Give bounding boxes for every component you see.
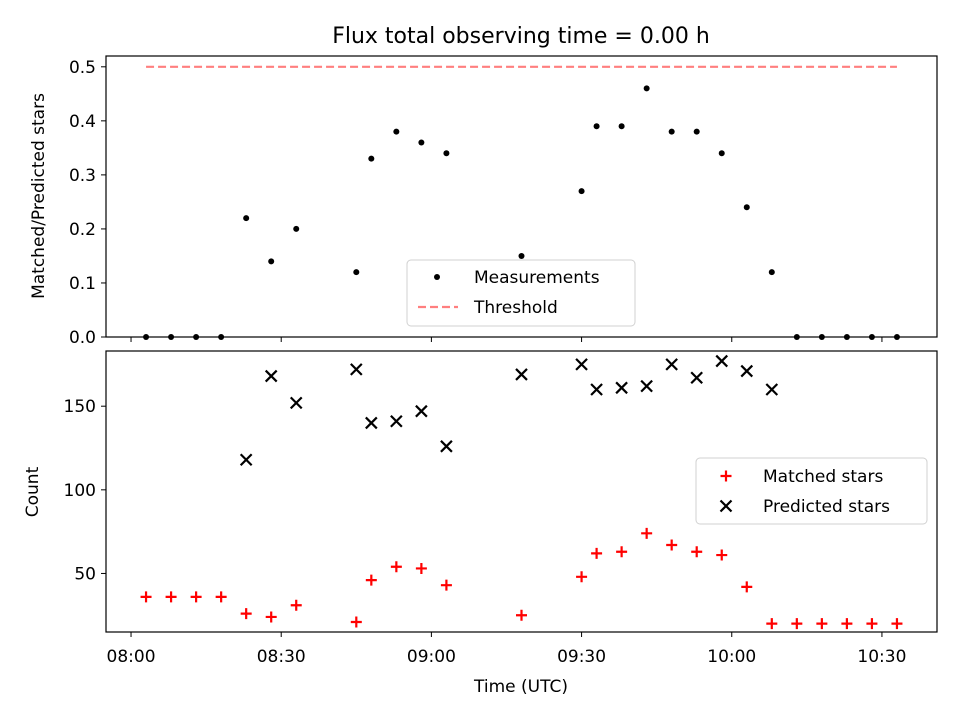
predicted-star-point	[640, 379, 653, 393]
predicted-star-point	[390, 414, 403, 428]
matched-star-point	[215, 591, 227, 603]
legend-matched-marker	[720, 470, 732, 482]
measurement-point	[353, 269, 360, 276]
top-panel: 0.0 0.1 0.2 0.3 0.4 0.5 Measurements Threshold	[69, 55, 938, 348]
matched-star-point	[390, 561, 402, 573]
measurement-point	[518, 252, 525, 259]
measurement-point	[618, 123, 625, 130]
predicted-star-point	[615, 381, 628, 395]
predicted-star-point	[765, 383, 779, 396]
matched-star-point	[791, 618, 803, 630]
matched-star-point	[666, 539, 678, 551]
predicted-star-point	[575, 358, 588, 371]
measurement-point	[643, 85, 650, 92]
top-y-tick-label: 0.0	[69, 328, 96, 348]
measurement-point	[268, 258, 275, 265]
matched-star-point	[576, 571, 588, 583]
matched-star-point	[716, 549, 728, 561]
matched-star-point	[766, 618, 778, 630]
bottom-y-tick-label: 100	[64, 481, 96, 501]
x-tick-label: 10:30	[857, 647, 906, 667]
predicted-star-point	[515, 368, 528, 381]
measurement-point	[293, 225, 300, 232]
predicted-star-point	[239, 453, 253, 466]
top-plot-frame	[105, 55, 938, 338]
measurement-point	[718, 150, 725, 157]
matched-star-point	[516, 609, 527, 621]
matched-star-point	[691, 546, 703, 558]
legend-threshold-label: Threshold	[473, 298, 558, 318]
matched-star-point	[365, 574, 377, 586]
matched-star-point	[240, 608, 252, 620]
matched-star-point	[415, 562, 427, 574]
matched-star-point	[440, 579, 452, 591]
bottom-legend-box	[695, 457, 928, 525]
top-legend-box	[406, 259, 636, 327]
legend-matched-label: Matched stars	[763, 467, 883, 487]
predicted-star-point	[440, 440, 453, 453]
x-tick-label: 09:30	[557, 647, 606, 667]
predicted-star-point	[289, 396, 303, 410]
chart-title: Flux total observing time = 0.00 h	[332, 24, 710, 49]
predicted-star-point	[715, 354, 729, 368]
bottom-plot-frame	[105, 350, 938, 633]
matched-star-point	[190, 591, 202, 603]
matched-star-point	[816, 618, 828, 630]
top-y-tick-label: 0.1	[69, 274, 96, 294]
matched-star-point	[591, 547, 603, 559]
predicted-star-point	[690, 371, 703, 385]
measurement-point	[578, 188, 585, 195]
bottom-legend: Matched stars Predicted stars	[695, 457, 928, 525]
x-axis-label: Time (UTC)	[473, 677, 568, 697]
bottom-y-tick-label: 150	[64, 397, 96, 417]
predicted-star-point	[415, 404, 428, 418]
matched-star-point	[841, 618, 853, 630]
top-y-axis-label: Matched/Predicted stars	[29, 93, 49, 299]
top-legend: Measurements Threshold	[406, 259, 636, 327]
measurement-point	[443, 150, 450, 157]
measurement-point	[668, 128, 675, 135]
matched-star-point	[165, 591, 177, 603]
matched-star-point	[265, 611, 277, 623]
measurement-point	[593, 123, 600, 130]
matched-star-point	[866, 618, 878, 630]
predicted-star-point	[665, 358, 678, 371]
x-tick-label: 08:00	[107, 647, 156, 667]
matched-star-point	[140, 591, 152, 603]
legend-measurements-marker	[434, 274, 440, 280]
top-y-tick-label: 0.2	[69, 220, 96, 240]
predicted-star-point	[740, 364, 754, 378]
predicted-star-point	[365, 416, 378, 430]
measurement-point	[393, 128, 400, 135]
matched-star-point	[616, 546, 628, 558]
matched-star-point	[641, 527, 653, 539]
measurement-point	[243, 215, 250, 222]
measurement-point	[768, 269, 775, 276]
legend-measurements-label: Measurements	[474, 268, 600, 288]
predicted-star-point	[590, 383, 603, 396]
matched-star-point	[350, 616, 362, 628]
matched-star-point	[290, 599, 302, 611]
bottom-panel: 50 100 150 08:00 08:30 09:00 09:30 10:00 10:30 Ma…	[64, 350, 938, 667]
top-y-tick-label: 0.3	[69, 166, 96, 186]
top-y-tick-label: 0.5	[69, 58, 96, 78]
x-tick-label: 08:30	[257, 647, 306, 667]
measurement-point	[693, 128, 700, 135]
legend-predicted-label: Predicted stars	[763, 497, 890, 517]
predicted-star-point	[350, 363, 363, 376]
matched-star-point	[891, 618, 903, 630]
x-tick-label: 10:00	[707, 647, 756, 667]
predicted-star-point	[264, 369, 278, 383]
bottom-y-axis-label: Count	[23, 466, 43, 517]
measurement-point	[368, 155, 375, 162]
bottom-y-tick-label: 50	[74, 564, 96, 584]
measurement-point	[743, 204, 750, 211]
x-tick-label: 09:00	[407, 647, 456, 667]
measurement-point	[418, 139, 425, 146]
top-y-tick-label: 0.4	[69, 112, 96, 132]
matched-star-point	[741, 581, 753, 593]
legend-predicted-marker	[719, 499, 733, 513]
